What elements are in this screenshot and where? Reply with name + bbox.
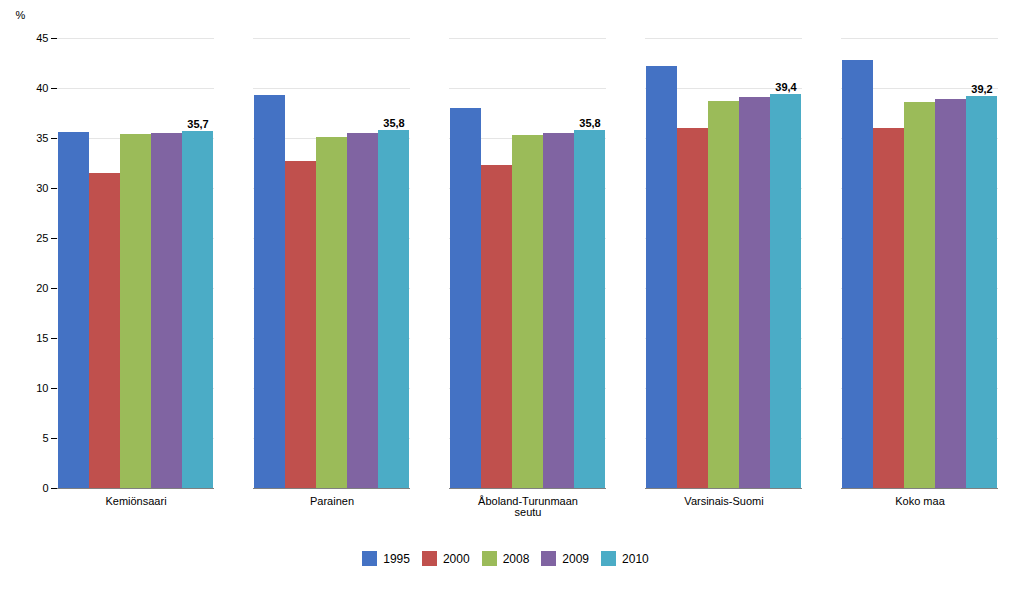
svg-text:Parainen: Parainen <box>310 495 354 507</box>
svg-text:20: 20 <box>36 282 48 294</box>
svg-text:Kemiönsaari: Kemiönsaari <box>105 495 166 507</box>
html-text:2000: 2000 <box>442 551 470 566</box>
svg-text:39,2: 39,2 <box>971 83 992 95</box>
svg-text:35: 35 <box>36 132 48 144</box>
svg-text:Varsinais-Suomi: Varsinais-Suomi <box>684 495 763 507</box>
html-text:2010: 2010 <box>622 551 649 566</box>
svg-text:39,4: 39,4 <box>775 81 797 93</box>
svg-text:Åboland-Turunmaanseutu: Åboland-Turunmaanseutu <box>478 495 578 518</box>
html-text:1995: 1995 <box>383 551 410 566</box>
svg-text:45: 45 <box>36 32 48 44</box>
html-text:2009: 2009 <box>562 551 589 566</box>
svg-text:10: 10 <box>36 382 48 394</box>
svg-text:%: % <box>16 9 26 21</box>
svg-text:30: 30 <box>36 182 48 194</box>
html-text:2008: 2008 <box>502 551 530 566</box>
svg-text:35,8: 35,8 <box>383 117 404 129</box>
svg-text:35,7: 35,7 <box>187 118 208 130</box>
svg-text:Koko maa: Koko maa <box>895 495 945 507</box>
svg-text:5: 5 <box>42 432 48 444</box>
svg-text:35,8: 35,8 <box>579 117 600 129</box>
svg-text:15: 15 <box>36 332 48 344</box>
svg-text:0: 0 <box>42 482 48 494</box>
svg-text:25: 25 <box>36 232 48 244</box>
svg-text:40: 40 <box>36 82 48 94</box>
